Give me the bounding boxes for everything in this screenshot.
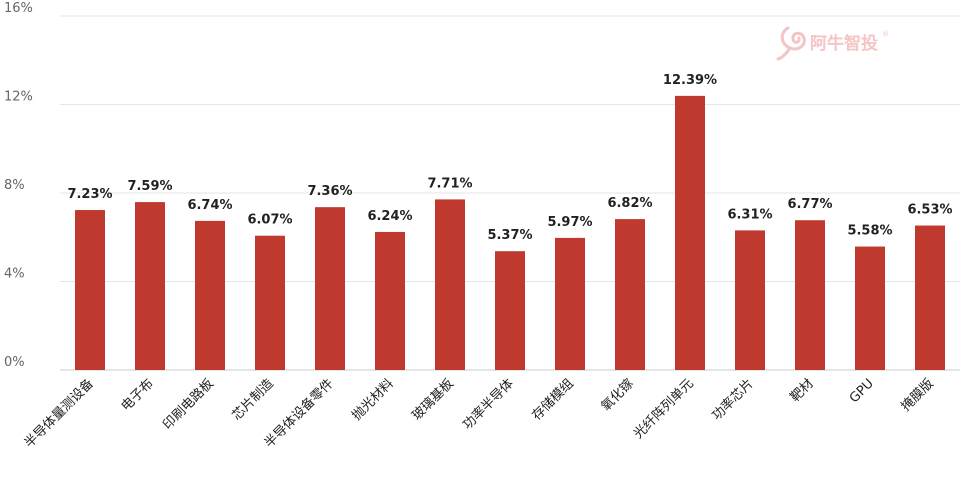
x-category-label: 半导体量测设备 [21, 376, 97, 452]
bar-value-label: 5.37% [487, 228, 532, 243]
bar [675, 95, 705, 370]
bar-value-label: 6.82% [607, 196, 652, 211]
x-category-label: 掩膜版 [899, 376, 937, 414]
bar-value-label: 6.07% [247, 213, 292, 228]
bar-layer [75, 95, 945, 370]
bar-value-label: 6.77% [787, 197, 832, 212]
bar [555, 237, 585, 370]
bar [615, 219, 645, 370]
bar [495, 251, 525, 370]
bar-value-label: 7.59% [127, 179, 172, 194]
x-category-label: 电子布 [119, 376, 157, 414]
bar-value-label: 5.97% [547, 215, 592, 230]
bar [915, 225, 945, 370]
x-category-label: 光纤阵列单元 [631, 376, 697, 442]
bar [195, 220, 225, 370]
x-category-label: 玻璃基板 [409, 376, 456, 423]
bar [855, 246, 885, 370]
bar-value-label: 6.24% [367, 209, 412, 224]
x-category-label: 存储模组 [529, 376, 576, 423]
x-category-label: 氧化镓 [599, 376, 637, 414]
bar-value-label: 7.36% [307, 184, 352, 199]
bar [315, 207, 345, 370]
bar-value-label: 6.31% [727, 207, 772, 222]
bar [735, 230, 765, 370]
y-tick-label: 0% [4, 355, 25, 370]
y-tick-label: 4% [4, 267, 25, 282]
bar [435, 199, 465, 370]
watermark-registered: ® [882, 30, 889, 38]
bar-value-label: 6.53% [907, 203, 952, 218]
x-category-label: 靶材 [788, 376, 817, 405]
x-category-label: 功率芯片 [709, 376, 757, 424]
bar-value-label: 12.39% [663, 73, 717, 88]
bar [135, 202, 165, 370]
x-category-label: 功率半导体 [460, 376, 517, 433]
y-tick-label: 12% [4, 90, 33, 105]
bar-value-label: 7.71% [427, 176, 472, 191]
x-category-label: 印刷电路板 [160, 376, 217, 433]
x-category-label: 芯片制造 [229, 376, 276, 423]
bar-value-label: 7.23% [67, 187, 112, 202]
bar [375, 231, 405, 370]
x-category-label: GPU [847, 376, 877, 406]
y-tick-label: 16% [4, 1, 33, 16]
x-category-label: 抛光材料 [349, 376, 396, 423]
bar [255, 235, 285, 370]
watermark-text: 阿牛智投 [810, 33, 878, 54]
bar-value-label: 5.58% [847, 224, 892, 239]
bar [795, 220, 825, 370]
watermark-tail-icon [776, 46, 792, 61]
watermark-logo: 阿牛智投 ® [776, 26, 889, 61]
bar-value-label: 6.74% [187, 198, 232, 213]
y-tick-label: 8% [4, 178, 25, 193]
bar [75, 210, 105, 370]
watermark-swirl-icon [780, 26, 806, 51]
